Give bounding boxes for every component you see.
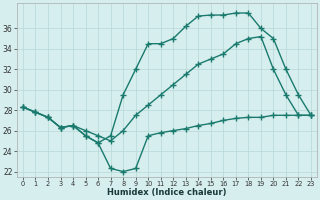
X-axis label: Humidex (Indice chaleur): Humidex (Indice chaleur) [107, 188, 227, 197]
